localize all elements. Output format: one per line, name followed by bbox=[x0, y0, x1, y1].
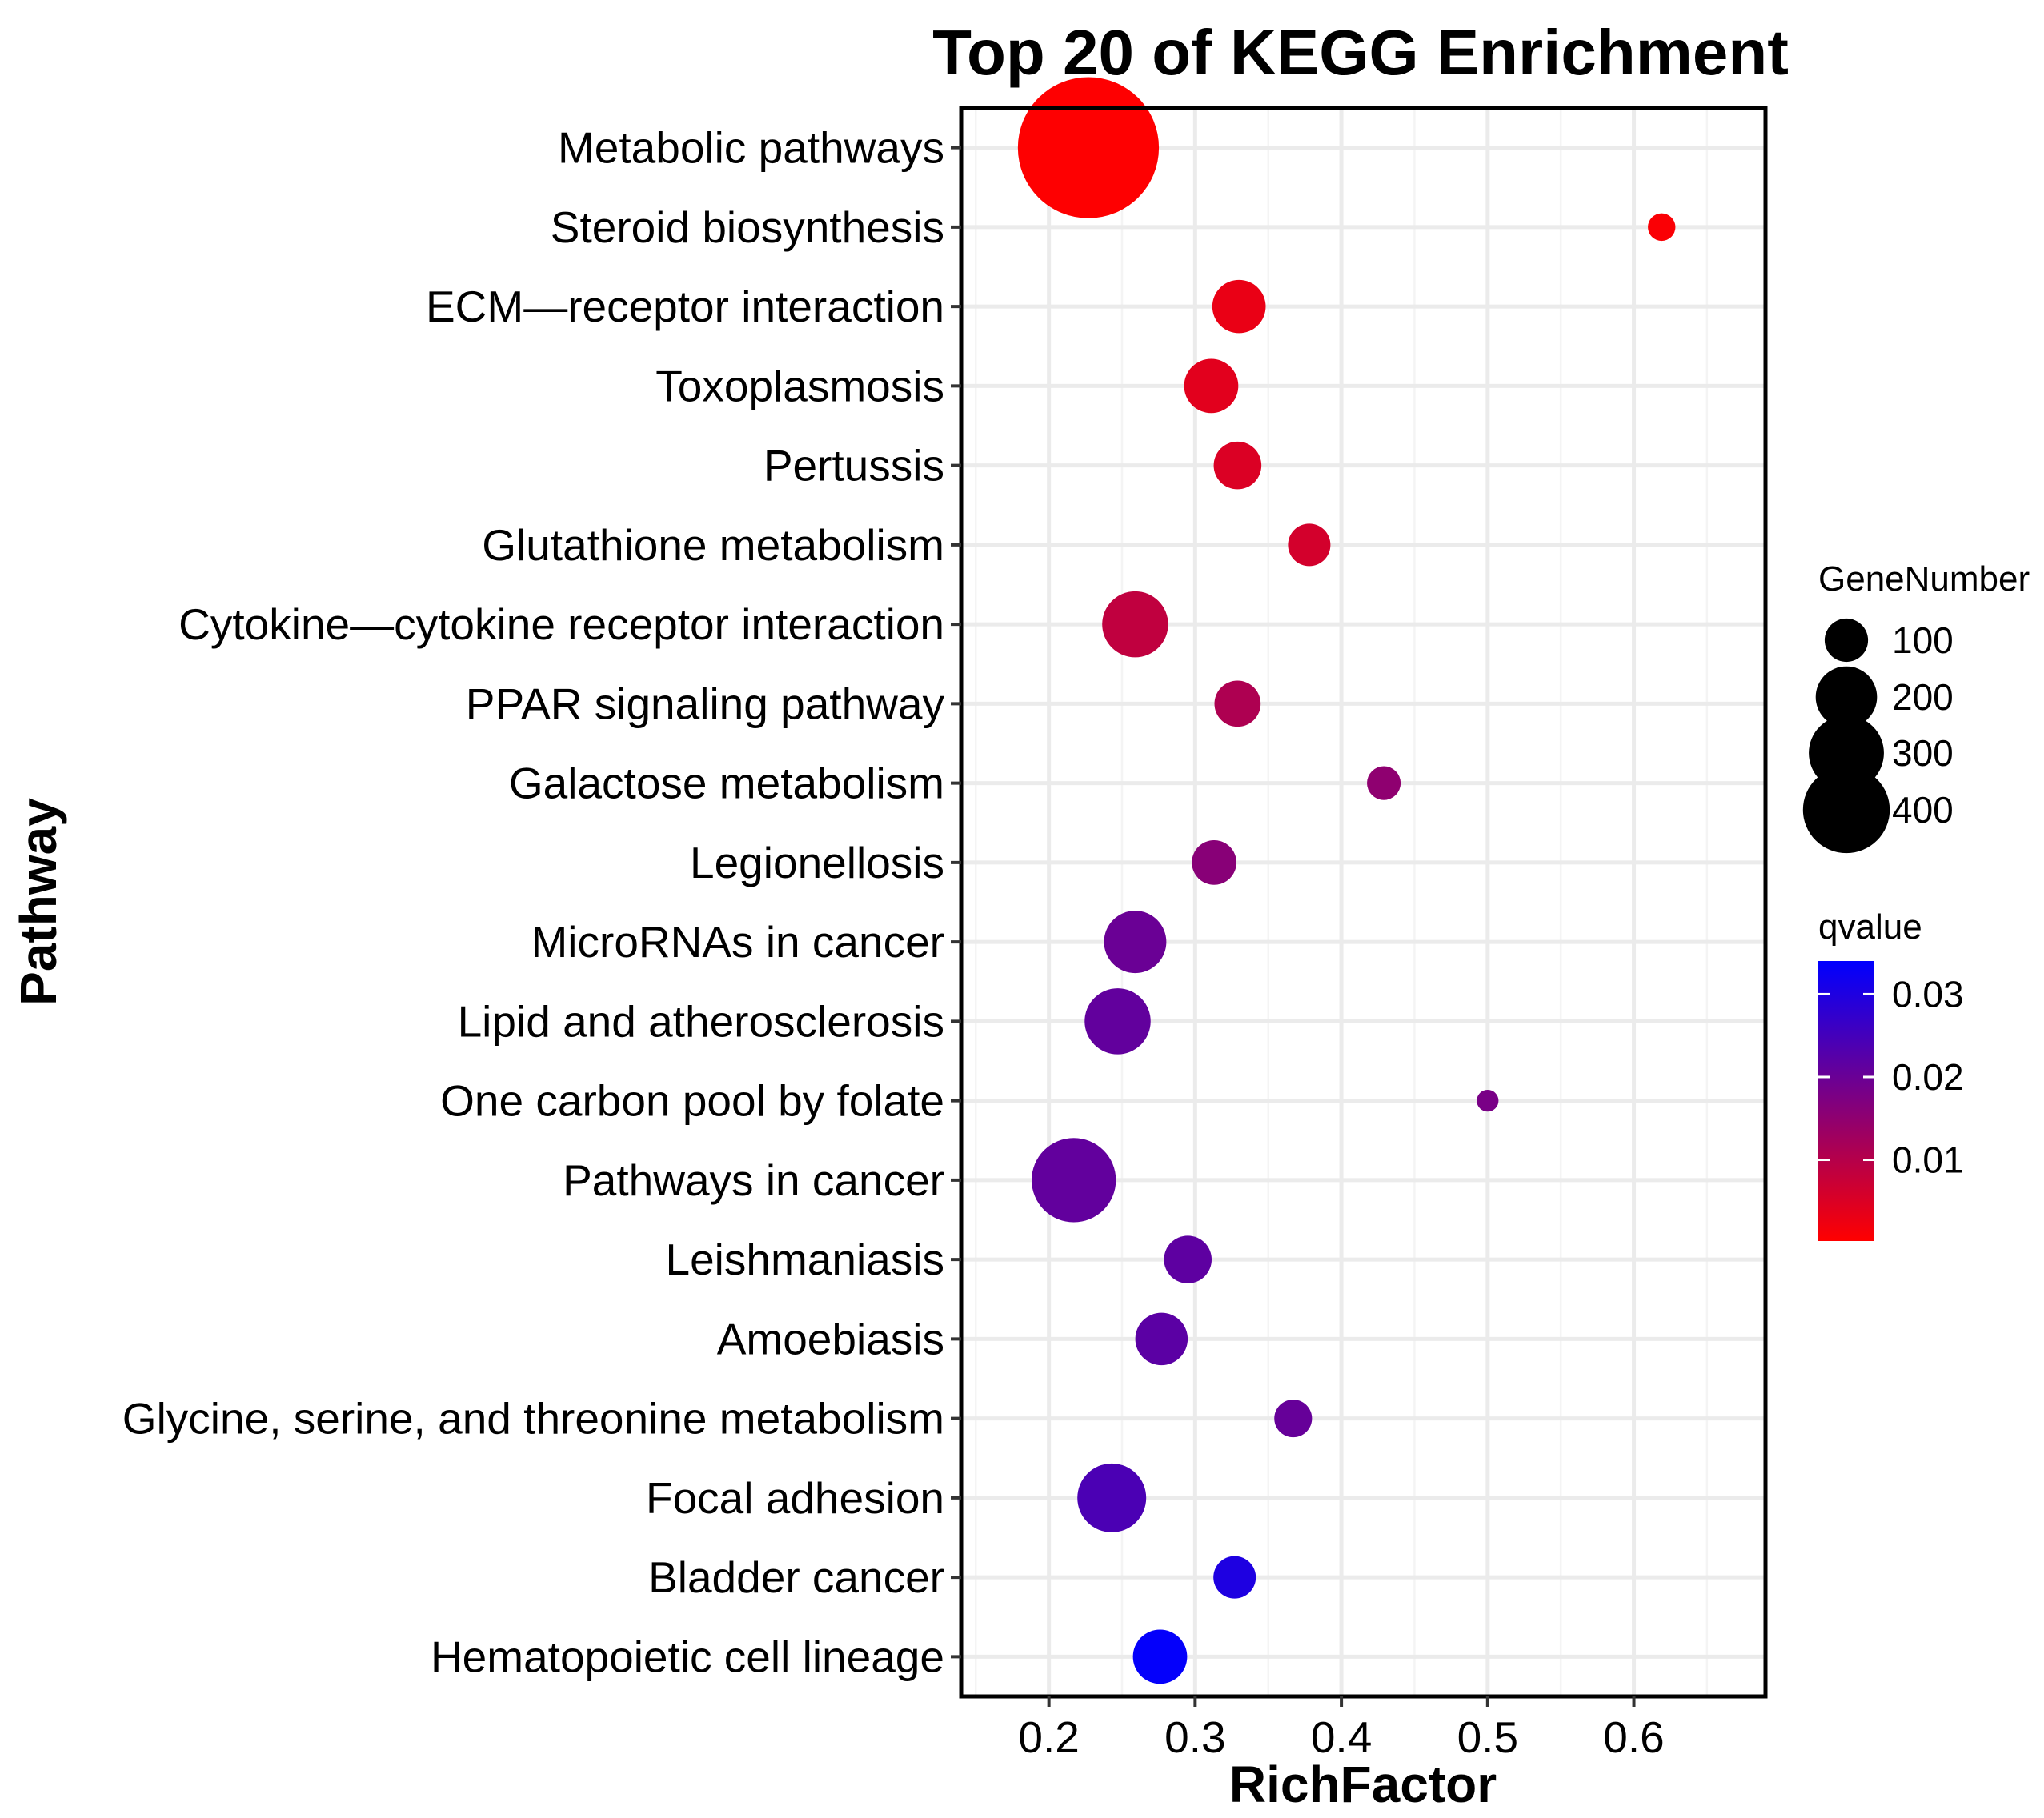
y-tick-label: Focal adhesion bbox=[646, 1473, 944, 1523]
point-steroid-biosynthesis bbox=[1648, 213, 1676, 242]
qvalue-legend: qvalue 0.01 0.02 0.03 bbox=[1818, 907, 1964, 1241]
point-galactose-metabolism bbox=[1367, 766, 1401, 800]
y-tick-label: MicroRNAs in cancer bbox=[531, 917, 944, 967]
grid-lines bbox=[961, 108, 1765, 1696]
y-tick-label: Bladder cancer bbox=[648, 1552, 944, 1602]
size-legend-label: 200 bbox=[1892, 676, 1954, 718]
y-tick-label: One carbon pool by folate bbox=[440, 1076, 944, 1126]
point-bladder-cancer bbox=[1213, 1556, 1256, 1599]
size-legend-label: 100 bbox=[1892, 619, 1954, 661]
y-tick-label: Pathways in cancer bbox=[563, 1155, 944, 1205]
x-axis-title: RichFactor bbox=[1229, 1756, 1497, 1813]
point-metabolic-pathways bbox=[1017, 77, 1160, 218]
y-tick-label: Lipid and atherosclerosis bbox=[458, 996, 944, 1046]
point-leishmaniasis bbox=[1164, 1235, 1212, 1283]
size-legend-label: 300 bbox=[1892, 732, 1954, 774]
point-glycine-serine-and-threonine-metabolism bbox=[1274, 1400, 1313, 1438]
y-tick-label: Cytokine—cytokine receptor interaction bbox=[178, 599, 944, 649]
size-legend-dot bbox=[1824, 618, 1869, 663]
y-tick-label: PPAR signaling pathway bbox=[466, 679, 945, 728]
point-legionellosis bbox=[1192, 840, 1236, 885]
point-toxoplasmosis bbox=[1184, 358, 1239, 414]
size-legend-label: 400 bbox=[1892, 789, 1954, 831]
x-tick-label: 0.3 bbox=[1164, 1712, 1225, 1762]
point-glutathione-metabolism bbox=[1288, 523, 1331, 567]
point-lipid-and-atherosclerosis bbox=[1084, 988, 1151, 1055]
colorbar-label: 0.01 bbox=[1892, 1139, 1964, 1181]
size-legend-dot bbox=[1802, 766, 1890, 854]
point-hematopoietic-cell-lineage bbox=[1132, 1629, 1188, 1684]
point-focal-adhesion bbox=[1077, 1463, 1147, 1532]
y-tick-label: Glycine, serine, and threonine metabolis… bbox=[122, 1394, 944, 1444]
y-tick-label: Toxoplasmosis bbox=[655, 361, 944, 410]
point-ppar-signaling-pathway bbox=[1214, 680, 1261, 727]
point-ecm-receptor-interaction bbox=[1212, 279, 1266, 334]
x-axis: 0.2 0.3 0.4 0.5 0.6 bbox=[1018, 1696, 1665, 1762]
point-micrornas-in-cancer bbox=[1104, 911, 1167, 974]
y-tick-label: Legionellosis bbox=[690, 838, 944, 887]
y-tick-label: Glutathione metabolism bbox=[482, 520, 944, 570]
y-axis-title: Pathway bbox=[10, 798, 67, 1006]
y-tick-label: ECM—receptor interaction bbox=[426, 282, 944, 331]
point-one-carbon-pool-by-folate bbox=[1477, 1090, 1499, 1112]
qvalue-colorbar bbox=[1818, 961, 1874, 1241]
y-tick-label: Pertussis bbox=[763, 441, 944, 491]
chart-title: Top 20 of KEGG Enrichment bbox=[932, 17, 1789, 88]
point-pathways-in-cancer bbox=[1032, 1138, 1116, 1223]
data-points bbox=[1017, 77, 1676, 1684]
y-tick-label: Amoebiasis bbox=[717, 1314, 944, 1364]
color-legend-title: qvalue bbox=[1818, 907, 1922, 947]
y-tick-label: Leishmaniasis bbox=[665, 1235, 944, 1284]
x-tick-label: 0.6 bbox=[1603, 1712, 1664, 1762]
y-axis: Metabolic pathways Steroid biosynthesis EC… bbox=[122, 123, 961, 1681]
y-tick-label: Galactose metabolism bbox=[509, 759, 944, 808]
point-pertussis bbox=[1213, 441, 1262, 490]
y-tick-label: Hematopoietic cell lineage bbox=[431, 1632, 944, 1681]
y-tick-label: Metabolic pathways bbox=[558, 123, 944, 173]
colorbar-label: 0.02 bbox=[1892, 1056, 1964, 1098]
x-tick-label: 0.4 bbox=[1311, 1712, 1372, 1762]
point-cytokine-cytokine-receptor-interaction bbox=[1102, 591, 1168, 658]
point-amoebiasis bbox=[1135, 1312, 1188, 1366]
y-tick-label: Steroid biosynthesis bbox=[551, 202, 944, 252]
gene-number-legend: GeneNumber 100 200 300 400 bbox=[1802, 559, 2030, 854]
size-legend-dot bbox=[1815, 666, 1878, 728]
x-tick-label: 0.2 bbox=[1018, 1712, 1079, 1762]
size-legend-title: GeneNumber bbox=[1818, 559, 2030, 599]
x-tick-label: 0.5 bbox=[1457, 1712, 1518, 1762]
colorbar-label: 0.03 bbox=[1892, 973, 1964, 1015]
plot-panel-border bbox=[959, 106, 1768, 1699]
